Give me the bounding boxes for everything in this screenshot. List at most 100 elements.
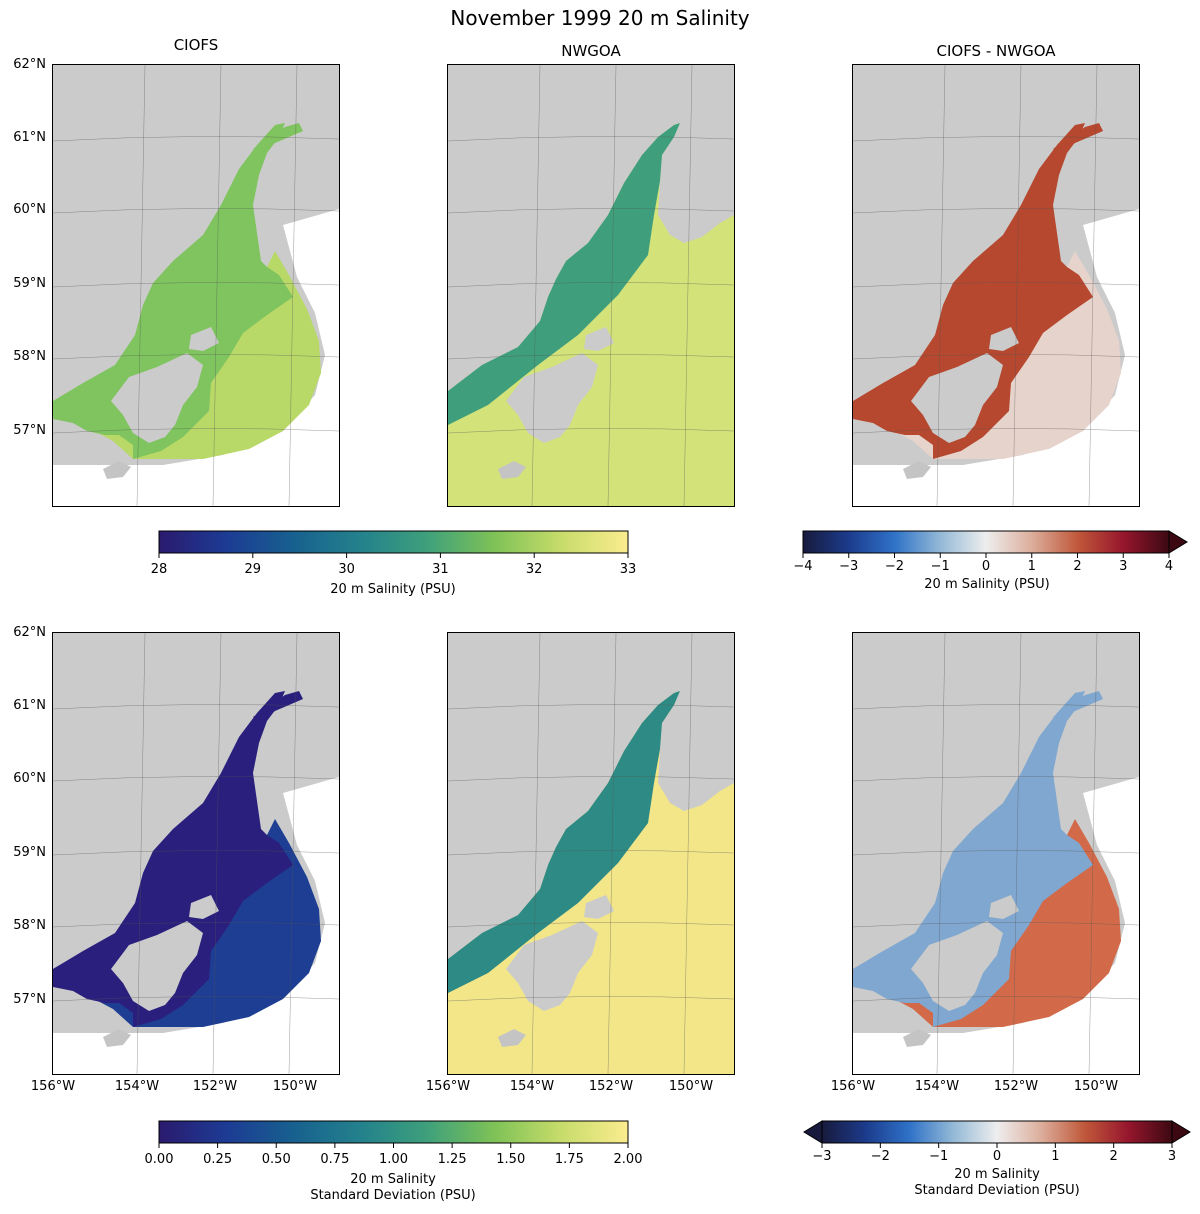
colorbar-std-difference bbox=[803, 1120, 1191, 1148]
map-panel-ciofs-std bbox=[52, 632, 340, 1075]
colorbar-tick-label: 31 bbox=[432, 562, 449, 577]
map-panel-nwgoa-mean bbox=[447, 64, 735, 507]
afognak-island bbox=[189, 327, 219, 351]
latitude-gridline bbox=[448, 282, 734, 288]
salinity-field-inlet bbox=[853, 691, 1093, 1027]
lat-label: 62°N bbox=[13, 625, 46, 640]
colorbar-tick-label: 2.00 bbox=[613, 1152, 643, 1167]
colorbar-tick-label: −3 bbox=[812, 1149, 832, 1164]
latitude-gridline bbox=[853, 136, 1139, 142]
column-title-ciofs: CIOFS bbox=[173, 36, 219, 54]
colorbar-tick-label: 2 bbox=[1109, 1149, 1118, 1164]
latitude-gridline bbox=[853, 282, 1139, 288]
latitude-gridline bbox=[448, 208, 734, 214]
colorbar-tick-label: 2 bbox=[1073, 559, 1082, 574]
latitude-gridline bbox=[53, 208, 339, 214]
lat-label: 60°N bbox=[13, 771, 46, 786]
latitude-gridline bbox=[448, 136, 734, 142]
salinity-field-inlet bbox=[53, 691, 293, 1027]
colorbar-tick-label: −1 bbox=[929, 1149, 949, 1164]
salinity-field-turnagain-arm bbox=[253, 123, 303, 153]
longitude-gridline bbox=[212, 65, 222, 506]
afognak-island bbox=[584, 895, 614, 919]
colorbar-extend-max bbox=[1171, 1120, 1191, 1144]
latitude-gridline bbox=[448, 428, 734, 434]
colorbar-tick-label: 1.00 bbox=[379, 1152, 408, 1167]
colorbar-label: 20 m Salinity (PSU) bbox=[924, 577, 1050, 592]
latitude-gridline bbox=[448, 776, 734, 782]
figure-title: November 1999 20 m Salinity bbox=[450, 6, 750, 30]
ocean-outside-domain bbox=[853, 209, 1139, 506]
lat-label: 62°N bbox=[13, 57, 46, 72]
kodiak-island bbox=[111, 353, 203, 443]
trinity-islands bbox=[903, 461, 931, 479]
longitude-gridline bbox=[212, 633, 222, 1074]
latitude-gridline bbox=[53, 282, 339, 288]
colorbar-tick-label: 0.75 bbox=[320, 1152, 350, 1167]
lon-label: 150°W bbox=[668, 1079, 714, 1094]
latitude-gridline bbox=[53, 354, 339, 360]
longitude-gridline bbox=[531, 633, 541, 1074]
latitude-gridline bbox=[853, 776, 1139, 782]
latitude-gridline bbox=[53, 136, 339, 142]
latitude-gridline bbox=[448, 354, 734, 360]
colorbar-gradient bbox=[158, 530, 629, 554]
salinity-field-inlet bbox=[853, 123, 1093, 459]
longitude-gridline bbox=[531, 65, 541, 506]
longitude-gridline bbox=[288, 633, 298, 1074]
colorbar-extend-max bbox=[1168, 530, 1188, 554]
ocean-outside-domain bbox=[53, 777, 339, 1074]
colorbar-tick-label: −4 bbox=[793, 559, 813, 574]
latitude-gridline bbox=[853, 354, 1139, 360]
salinity-field-turnagain-arm bbox=[1053, 123, 1103, 153]
column-title-difference: CIOFS - NWGOA bbox=[936, 42, 1056, 60]
latitude-gridline bbox=[53, 922, 339, 928]
colorbar-tick-label: 33 bbox=[619, 562, 637, 577]
trinity-islands bbox=[498, 461, 526, 479]
map-panel-nwgoa-std bbox=[447, 632, 735, 1075]
kodiak-island bbox=[911, 353, 1003, 443]
colorbar-extend-min bbox=[803, 1120, 823, 1144]
latitude-gridline bbox=[53, 428, 339, 434]
lat-label: 61°N bbox=[13, 698, 46, 713]
colorbar-tick-label: 30 bbox=[338, 562, 355, 577]
latitude-gridline bbox=[853, 922, 1139, 928]
colorbar-tick-label: 1 bbox=[1027, 559, 1036, 574]
lon-label: 152°W bbox=[993, 1079, 1039, 1094]
lon-label: 152°W bbox=[588, 1079, 634, 1094]
lon-label: 154°W bbox=[114, 1079, 160, 1094]
afognak-island bbox=[584, 327, 614, 351]
lon-label: 152°W bbox=[192, 1079, 238, 1094]
colorbar-salinity-mean bbox=[158, 530, 629, 558]
colorbar-tick-label: 1 bbox=[1051, 1149, 1060, 1164]
trinity-islands bbox=[103, 1029, 131, 1047]
colorbar-salinity-difference bbox=[802, 530, 1188, 558]
colorbar-tick-label: −3 bbox=[839, 559, 859, 574]
kodiak-island bbox=[111, 921, 203, 1011]
latitude-gridline bbox=[853, 208, 1139, 214]
lat-label: 59°N bbox=[13, 845, 46, 860]
salinity-field-inlet bbox=[448, 691, 680, 993]
longitude-gridline bbox=[1012, 65, 1022, 506]
colorbar-tick-label: 0.00 bbox=[144, 1152, 174, 1167]
latitude-gridline bbox=[448, 922, 734, 928]
kodiak-island bbox=[506, 921, 598, 1011]
lat-label: 60°N bbox=[13, 202, 46, 217]
latitude-gridline bbox=[853, 428, 1139, 434]
longitude-gridline bbox=[288, 65, 298, 506]
colorbar-label-line: 20 m Salinity bbox=[350, 1172, 436, 1187]
colorbar-label: 20 m Salinity Standard Deviation (PSU) bbox=[802, 1167, 1192, 1199]
afognak-island bbox=[189, 895, 219, 919]
lon-label: 150°W bbox=[1073, 1079, 1119, 1094]
colorbar-tick-label: 0.50 bbox=[261, 1152, 291, 1167]
colorbar-tick-label: −2 bbox=[884, 559, 905, 574]
ocean-outside-domain bbox=[53, 209, 339, 506]
latitude-gridline bbox=[853, 850, 1139, 856]
longitude-gridline bbox=[936, 633, 946, 1074]
longitude-gridline bbox=[136, 65, 146, 506]
latitude-gridline bbox=[53, 850, 339, 856]
afognak-island bbox=[989, 895, 1019, 919]
lat-label: 57°N bbox=[13, 992, 46, 1007]
afognak-island bbox=[989, 327, 1019, 351]
colorbar-tick-label: 0 bbox=[981, 559, 991, 574]
